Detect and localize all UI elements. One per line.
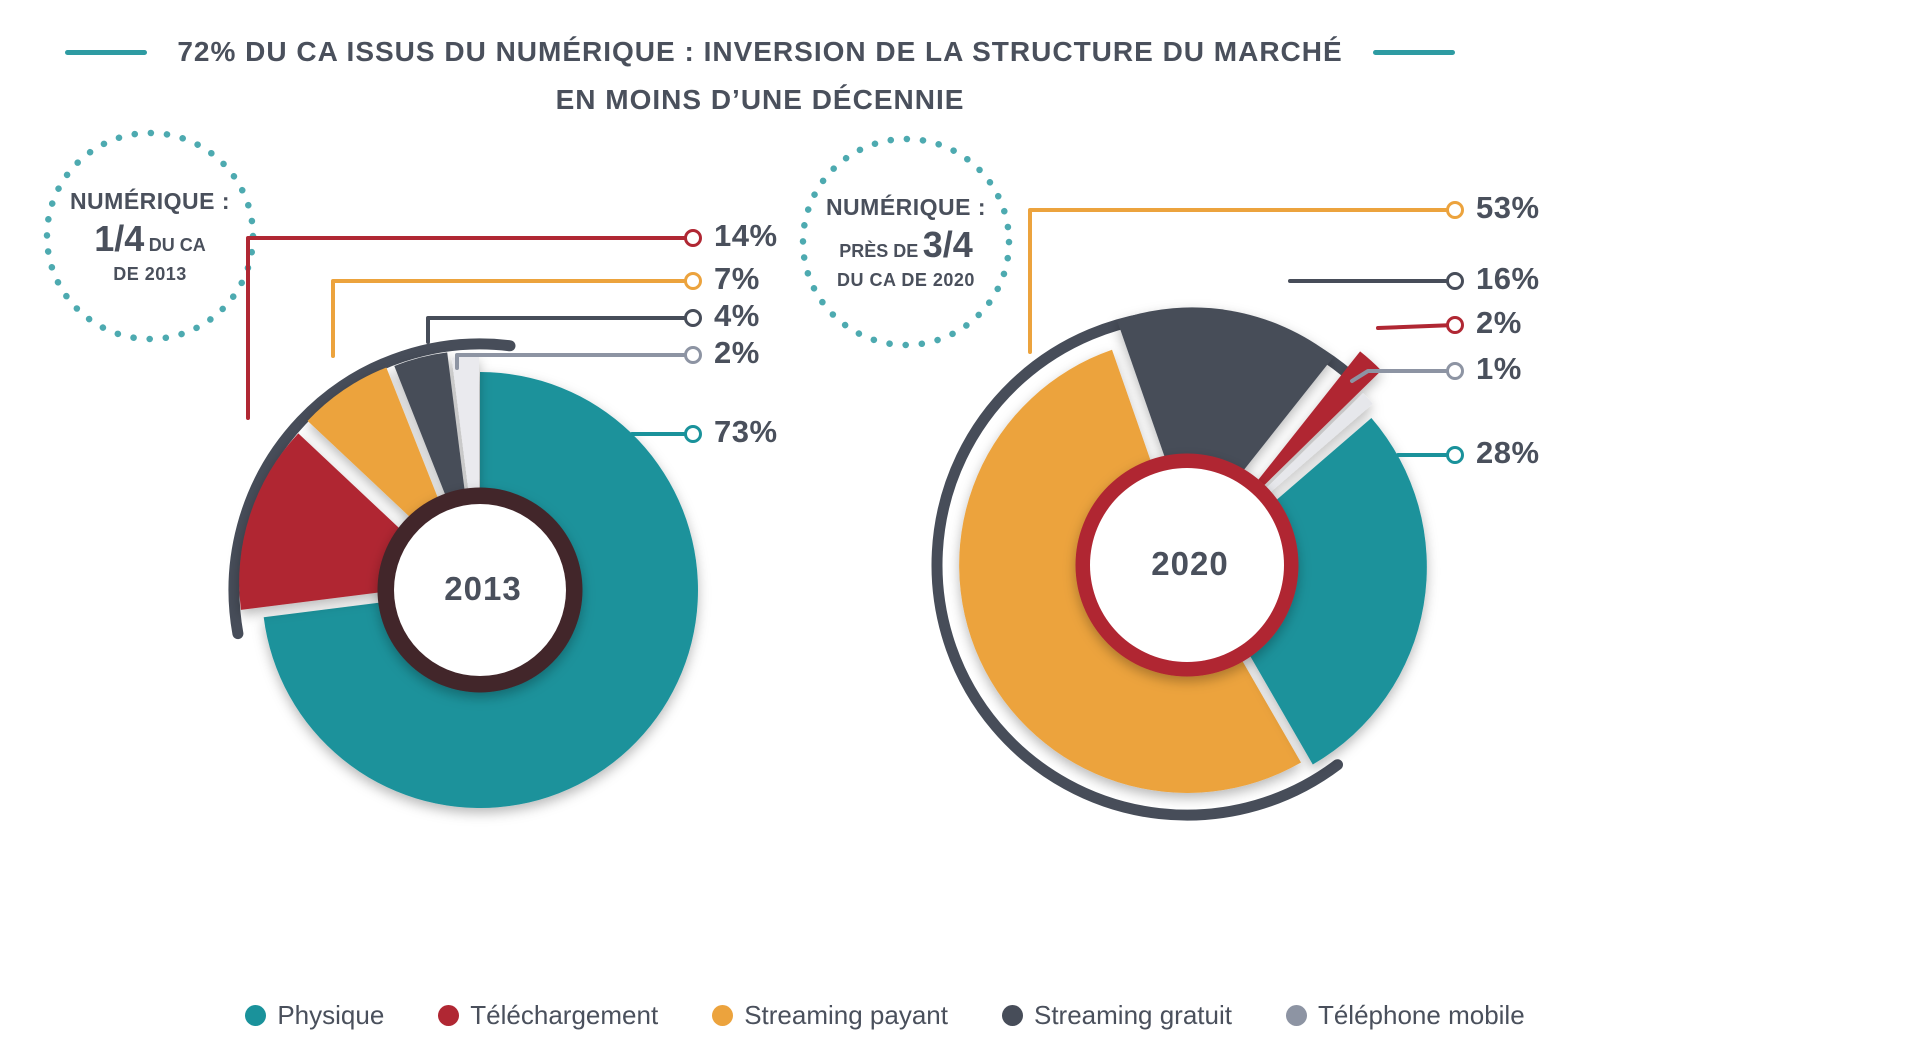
center-disc-2020 [1090, 468, 1284, 662]
callout-heading: NUMÉRIQUE : [69, 187, 231, 214]
segment-2020-physique [1198, 418, 1427, 765]
callout-2020-text: NUMÉRIQUE : PRÈS DE 3/4 DU CA DE 2020 [826, 193, 986, 291]
legend-item-telephone-mobile: Téléphone mobile [1285, 1000, 1525, 1031]
callout-2013-text: NUMÉRIQUE : 1/4 DU CA DE 2013 [70, 187, 230, 285]
leader-dot-2013-te-le-phone-mobile [684, 346, 702, 364]
legend-dot-streaming-payant [712, 1005, 734, 1026]
page-title-line1: 72% DU CA ISSUS DU NUMÉRIQUE : INVERSION… [177, 36, 1343, 67]
legend-label-streaming-payant: Streaming payant [744, 1000, 948, 1030]
title-block: 72% DU CA ISSUS DU NUMÉRIQUE : INVERSION… [0, 36, 1520, 116]
title-row: 72% DU CA ISSUS DU NUMÉRIQUE : INVERSION… [0, 36, 1520, 68]
chart-2013-center-label: 2013 [444, 570, 522, 607]
legend-item-streaming-payant: Streaming payant [712, 1000, 948, 1031]
label-2013-telechargement: 14% [714, 218, 778, 253]
legend-label-telechargement: Téléchargement [470, 1000, 659, 1030]
title-rule-right [1372, 49, 1455, 55]
label-2020-telephone-mobile: 1% [1476, 351, 1522, 386]
leader-dot-2020-streaming-gratuit [1446, 272, 1464, 290]
label-2013-physique: 73% [714, 414, 778, 449]
leader-2013-te-le-phone-mobile [455, 353, 695, 370]
label-2013-telephone-mobile: 2% [714, 335, 760, 370]
chart-2020-exploded [1117, 307, 1427, 765]
chart-2020-center-label: 2020 [1151, 545, 1229, 582]
legend-item-physique: Physique [245, 1000, 384, 1031]
legend-label-physique: Physique [277, 1000, 385, 1030]
legend-dot-streaming-gratuit [1001, 1005, 1023, 1026]
leader-dot-2013-streaming-payant [684, 272, 702, 290]
segment-2020-streaming-gratuit [1117, 307, 1334, 536]
leader-dot-2013-streaming-gratuit [684, 309, 702, 327]
callout-pre: PRÈS DE [839, 240, 919, 261]
leader-dot-2013-physique [684, 425, 702, 443]
label-2020-telechargement: 2% [1476, 305, 1522, 340]
leader-2020-te-le-phone-mobile [1350, 369, 1457, 383]
leader-2020-streaming-payant [1028, 208, 1457, 354]
leader-dot-2013-te-le-chargement [684, 229, 702, 247]
legend-dot-telechargement [438, 1005, 460, 1026]
center-disc-2013 [394, 504, 566, 676]
callout-line3: DU CA DE 2020 [837, 269, 975, 290]
callout-2020: NUMÉRIQUE : PRÈS DE 3/4 DU CA DE 2020 [796, 132, 1016, 352]
legend-label-streaming-gratuit: Streaming gratuit [1033, 1000, 1232, 1030]
leader-2013-te-le-chargement [246, 236, 695, 420]
callout-fraction: 3/4 [922, 223, 973, 265]
chart-2013-center [377, 487, 583, 693]
callout-line3: DE 2013 [113, 263, 187, 284]
label-2013-streaming-payant: 7% [714, 261, 760, 296]
dotted-circle-stroke [799, 135, 1013, 349]
leader-dot-2020-te-le-chargement [1446, 316, 1464, 334]
legend-dot-telephone-mobile [1285, 1005, 1307, 1026]
callout-fraction: 1/4 [94, 217, 145, 259]
leader-dot-2020-te-le-phone-mobile [1446, 362, 1464, 380]
label-2013-streaming-gratuit: 4% [714, 298, 760, 333]
callout-fraction-line: 1/4 DU CA [70, 216, 230, 261]
page-title-line2: EN MOINS D’UNE DÉCENNIE [555, 84, 965, 115]
callout-heading: NUMÉRIQUE : [825, 193, 987, 220]
legend-item-telechargement: Téléchargement [438, 1000, 658, 1031]
dotted-circle-2020 [799, 135, 1013, 349]
callout-fraction-line: PRÈS DE 3/4 [826, 222, 986, 267]
legend-dot-physique [245, 1005, 267, 1026]
leader-2020-te-le-chargement [1376, 323, 1457, 330]
label-2020-streaming-gratuit: 16% [1476, 261, 1540, 296]
leader-2013-streaming-gratuit [426, 316, 695, 344]
leader-dot-2020-streaming-payant [1446, 201, 1464, 219]
callout-post: DU CA [148, 234, 206, 255]
title-rule-left [65, 49, 148, 55]
center-ring-2013 [377, 487, 583, 693]
label-2020-streaming-payant: 53% [1476, 190, 1540, 225]
leader-2013-streaming-payant [331, 279, 695, 358]
digital-arc-2013 [228, 338, 516, 640]
center-ring-2020 [1075, 453, 1299, 677]
chart-2020-center [1075, 453, 1299, 677]
label-2020-physique: 28% [1476, 435, 1540, 470]
leader-dot-2020-physique [1446, 446, 1464, 464]
legend-item-streaming-gratuit: Streaming gratuit [1001, 1000, 1232, 1031]
legend: Physique Téléchargement Streaming payant… [185, 1000, 1585, 1031]
callout-2013: NUMÉRIQUE : 1/4 DU CA DE 2013 [40, 126, 260, 346]
legend-label-telephone-mobile: Téléphone mobile [1317, 1000, 1525, 1030]
